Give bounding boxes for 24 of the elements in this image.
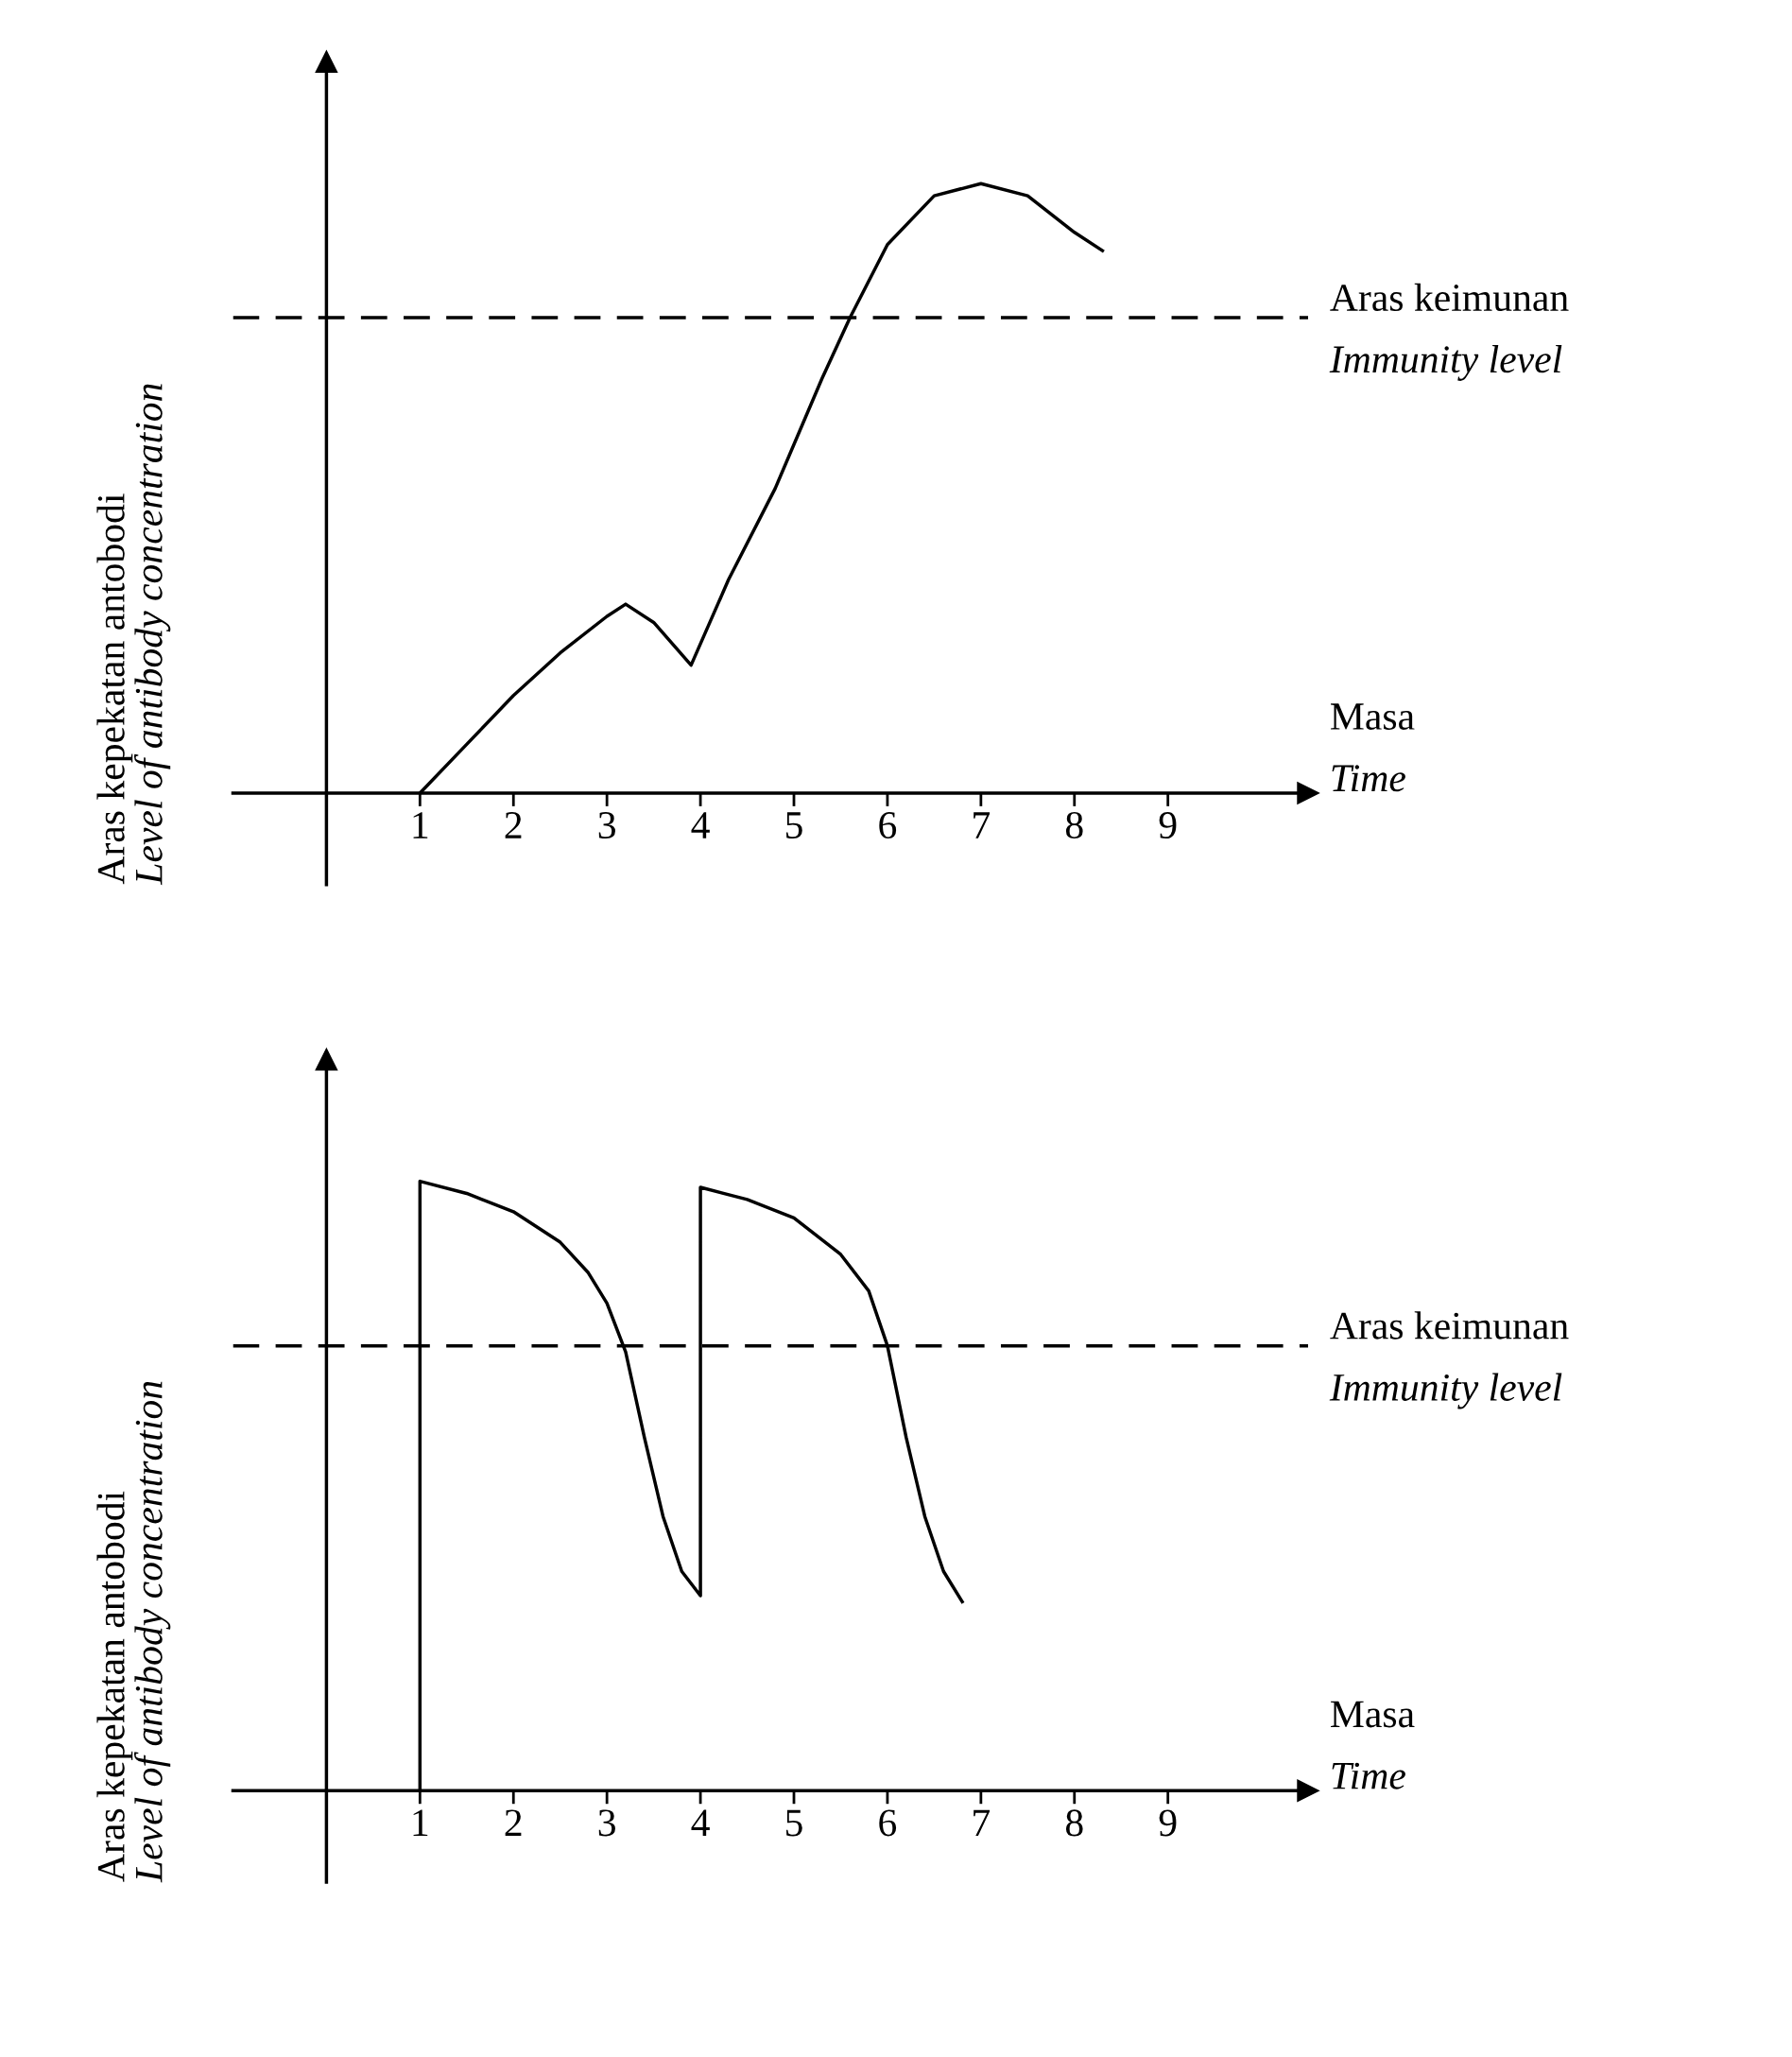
x-tick-label: 7 [974, 812, 991, 838]
x-tick-label: 9 [1159, 1809, 1177, 1837]
x-tick-label: 6 [879, 1809, 897, 1837]
ref-line-label: Aras keimunan Immunity level [1329, 283, 1569, 381]
y-axis-title: Aras kepekatan antobodi Level of antibody concentration [96, 1381, 171, 1883]
x-tick-label: 1 [413, 812, 428, 838]
x-tick-label: 8 [1065, 1809, 1083, 1837]
x-tick-label: 5 [786, 812, 802, 839]
x-tick-label: 1 [413, 1809, 428, 1836]
x-tick-label: 8 [1065, 811, 1083, 839]
x-axis-title: Masa Time [1331, 1701, 1415, 1789]
x-tick-label: 5 [786, 1809, 802, 1837]
x-tick-label: 4 [691, 1809, 710, 1836]
x-tick-label: 3 [598, 812, 615, 839]
ref-line-label: Aras keimunan Immunity level [1329, 1311, 1569, 1409]
x-axis-title: Masa Time [1331, 703, 1415, 792]
x-tick-label: 4 [691, 812, 710, 838]
x-tick-label: 3 [598, 1809, 615, 1837]
x-tick-label: 2 [505, 1809, 522, 1836]
x-tick-label: 2 [505, 812, 522, 838]
x-tick-label: 9 [1159, 812, 1177, 839]
x-tick-label: 6 [879, 812, 897, 839]
y-axis-title: Aras kepekatan antobodi Level of antibody concentration [96, 384, 171, 886]
x-tick-label: 7 [974, 1809, 991, 1836]
